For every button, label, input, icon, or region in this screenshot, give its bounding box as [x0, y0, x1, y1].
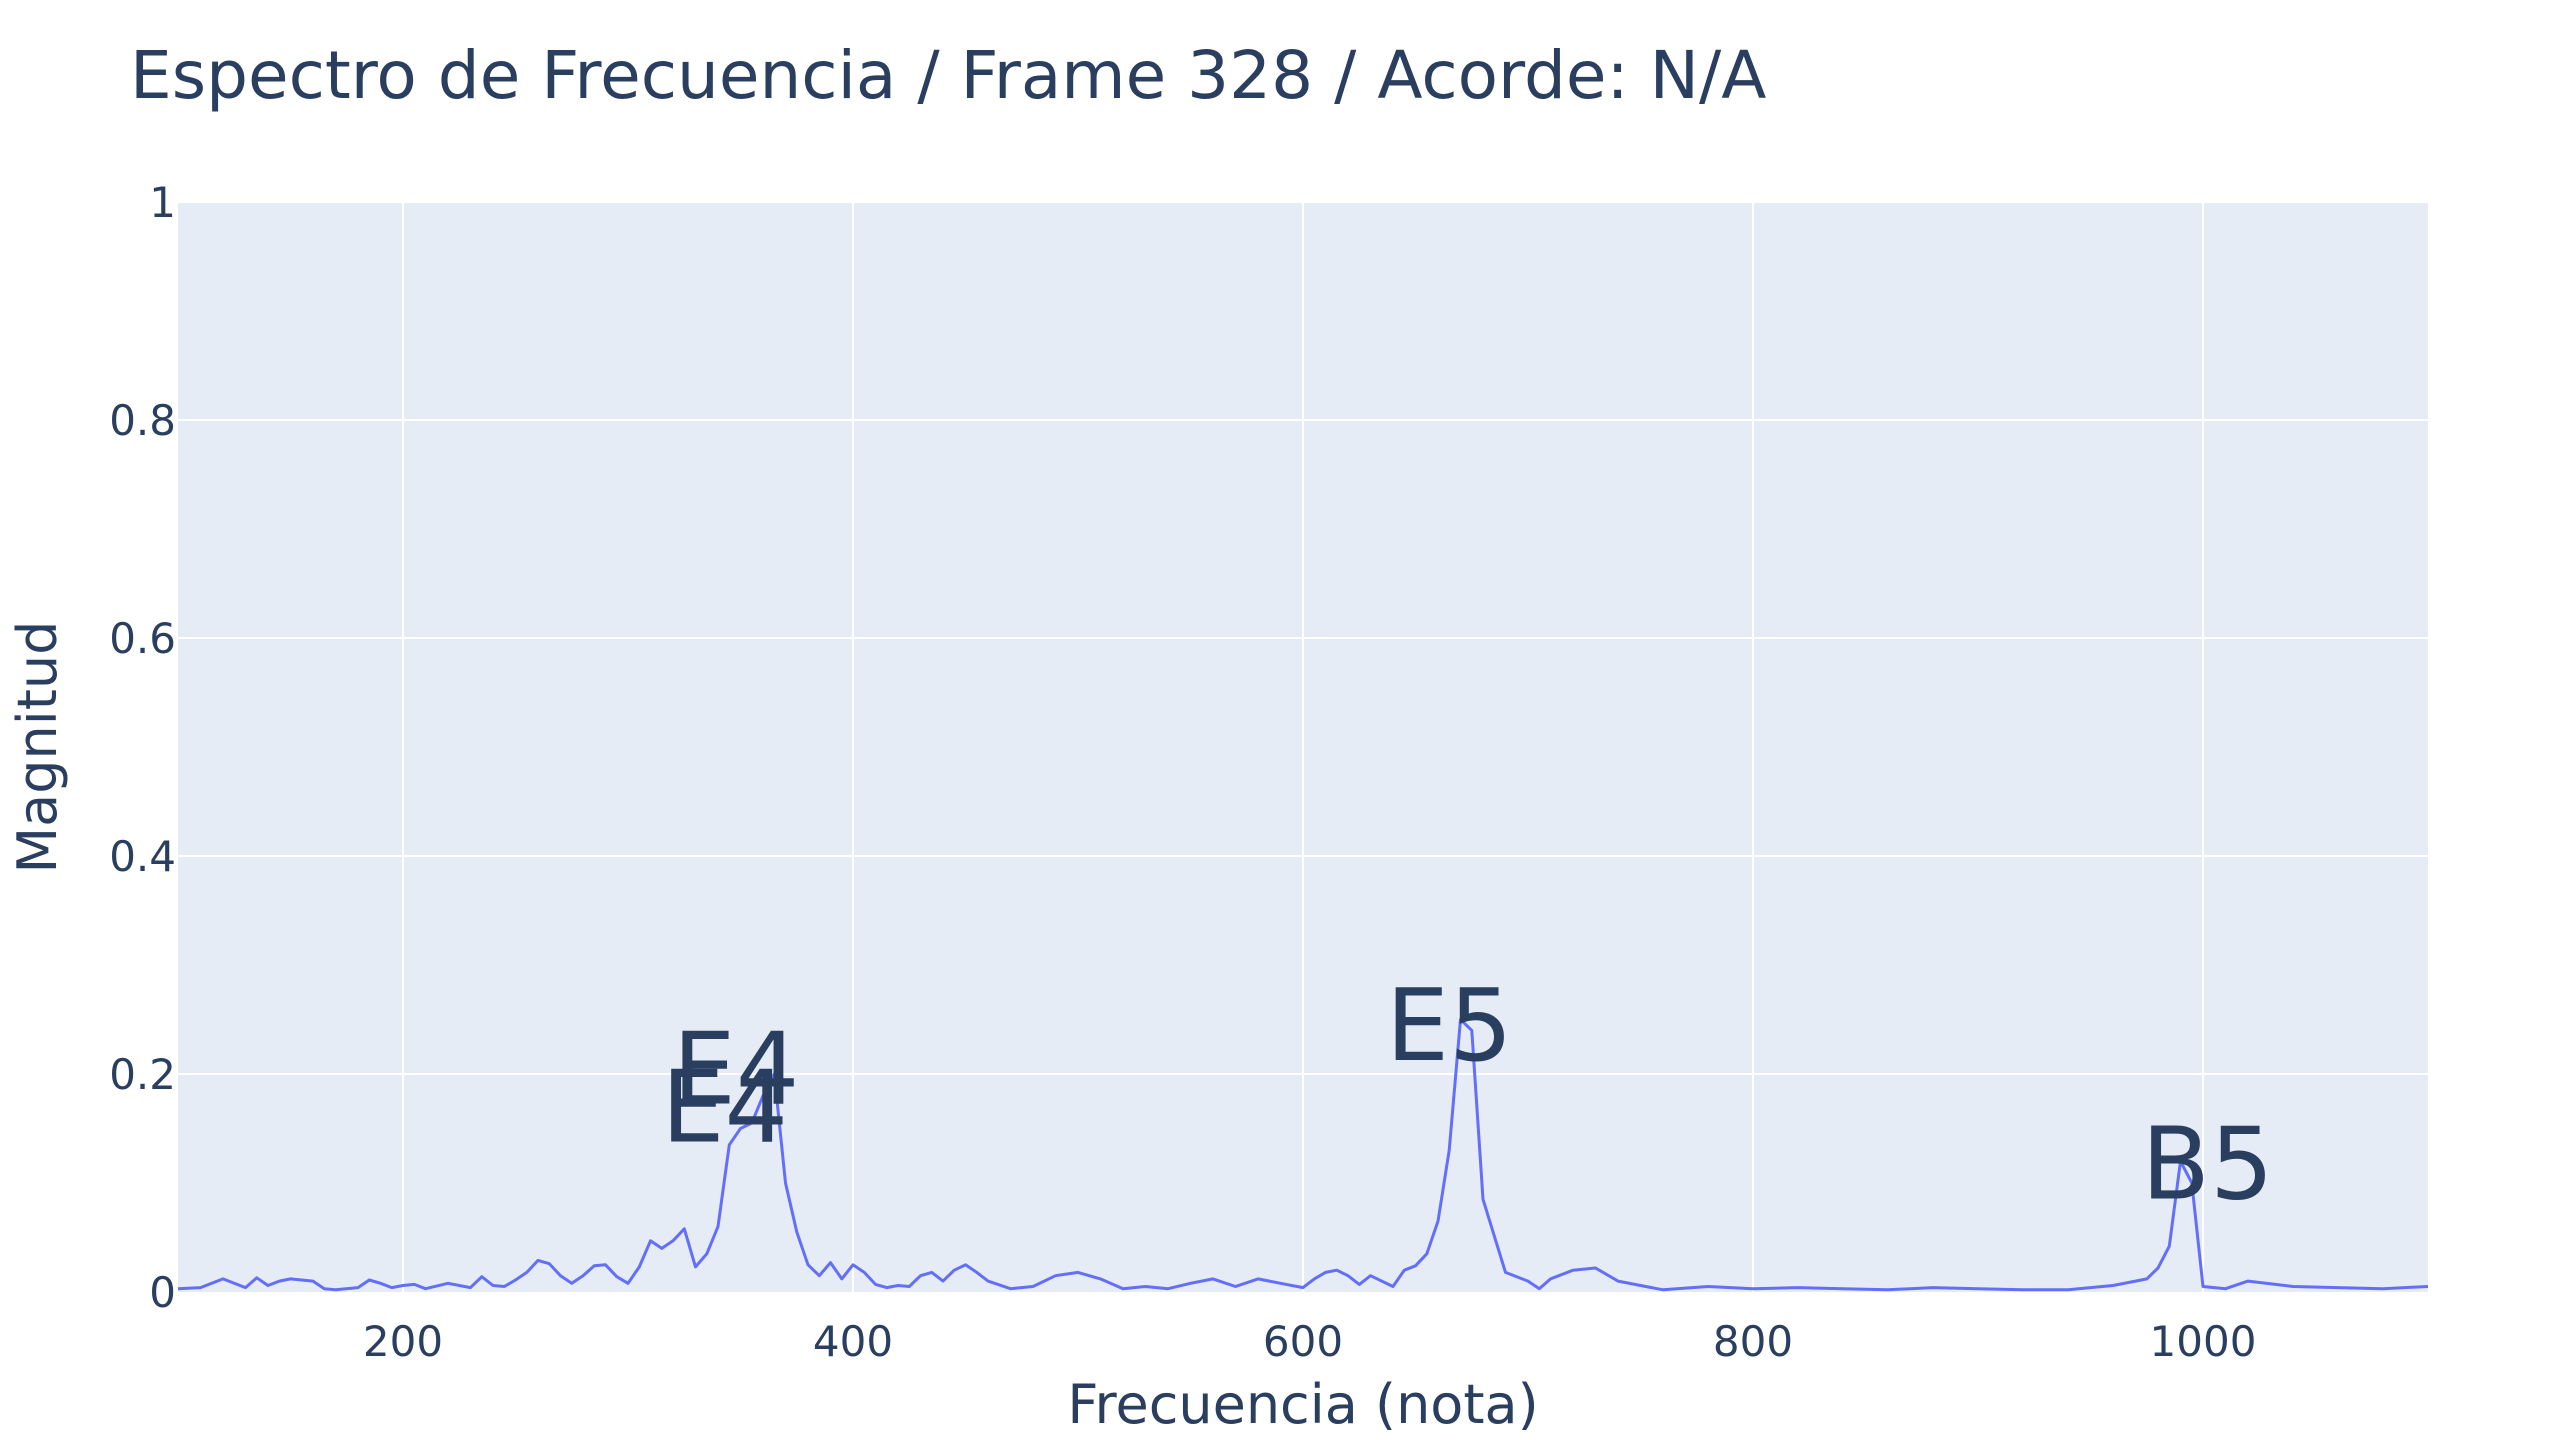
- x-tick-label: 800: [1713, 1317, 1793, 1366]
- y-axis-title: Magnitud: [6, 621, 69, 874]
- y-axis-ticks: 0 0.2 0.4 0.6 0.8 1: [109, 178, 176, 1317]
- chart-title: Espectro de Frecuencia / Frame 328 / Aco…: [130, 37, 1766, 114]
- note-label-e4: E4: [661, 1049, 788, 1166]
- x-tick-label: 400: [813, 1317, 893, 1366]
- magnitude-series-line: [177, 1018, 2429, 1292]
- x-tick-label: 1000: [2150, 1317, 2257, 1366]
- y-tick-label: 0.2: [109, 1050, 176, 1099]
- y-tick-label: 1: [149, 178, 176, 227]
- x-tick-label: 600: [1263, 1317, 1343, 1366]
- note-label-e5: E5: [1386, 967, 1513, 1084]
- note-label-e4: E4: [673, 1011, 800, 1128]
- y-tick-label: 0: [149, 1268, 176, 1317]
- x-axis-ticks: 200 400 600 800 1000: [363, 1317, 2257, 1366]
- y-tick-label: 0.8: [109, 396, 176, 445]
- note-label-b5: B5: [2141, 1105, 2273, 1222]
- y-tick-label: 0.4: [109, 832, 176, 881]
- grid-lines: [178, 201, 2428, 1292]
- y-tick-label: 0.6: [109, 614, 176, 663]
- x-axis-title: Frecuencia (nota): [1067, 1373, 1538, 1436]
- x-tick-label: 200: [363, 1317, 443, 1366]
